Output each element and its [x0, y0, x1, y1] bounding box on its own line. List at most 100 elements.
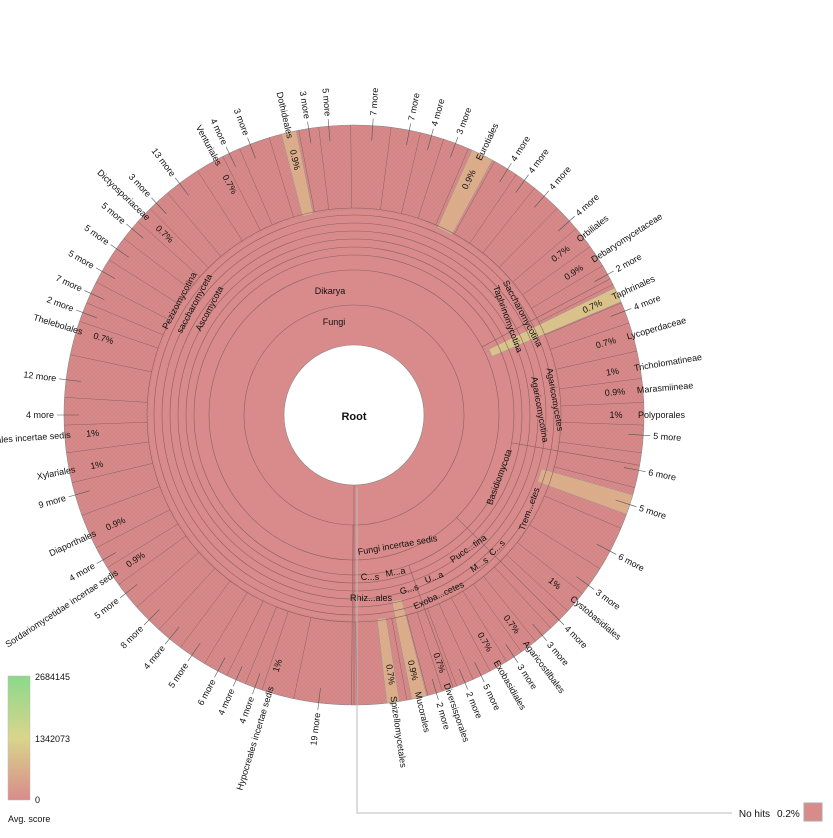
segment-divider — [180, 580, 231, 648]
segment-label[interactable]: 3 more — [594, 587, 623, 612]
segment-label[interactable]: 12 more — [23, 369, 57, 383]
segment-percent[interactable]: 0.9% — [288, 149, 302, 171]
segment-label[interactable]: Marasmiineae — [636, 380, 693, 395]
inner-segment-label[interactable]: Rhiz...ales — [350, 593, 393, 603]
segment-label[interactable]: 4 more — [237, 695, 256, 725]
segment-label[interactable]: Tricholomatineae — [633, 352, 702, 373]
inner-segment-label[interactable]: M...a — [385, 565, 406, 578]
segment-label[interactable]: Thelebolales — [32, 312, 84, 337]
segment-divider — [406, 615, 429, 696]
segment-label[interactable]: Lycoperdaceae — [626, 315, 688, 341]
segment-label[interactable]: 19 more — [308, 712, 322, 746]
segment-label[interactable]: 4 more — [509, 134, 532, 163]
inner-segment-label[interactable]: G...s — [399, 582, 420, 597]
segment-label[interactable]: 7 more — [406, 92, 421, 121]
segment-label[interactable]: Polyporales — [638, 410, 686, 420]
segment-label[interactable]: 6 more — [196, 678, 218, 707]
segment-percent[interactable]: 0.9% — [406, 659, 420, 681]
segment-divider — [473, 583, 522, 652]
segment-percent[interactable]: 0.9% — [604, 386, 625, 398]
segment-divider — [298, 130, 315, 212]
segment-label[interactable]: 6 more — [648, 467, 677, 482]
segment-label[interactable]: 4 more — [26, 410, 54, 420]
segment-label[interactable]: 8 more — [119, 624, 146, 651]
segment-label[interactable]: 5 more — [166, 661, 190, 690]
segment-label[interactable]: 3 more — [454, 106, 473, 136]
segment-label[interactable]: Mucorales — [413, 691, 432, 734]
segment-label[interactable]: Spizellomycetales — [389, 696, 409, 769]
segment-label[interactable]: 5 more — [100, 200, 128, 226]
segment-label[interactable]: 4 more — [632, 293, 662, 312]
segment-label[interactable]: 5 more — [481, 682, 502, 712]
segment-divider — [516, 542, 583, 594]
segment-divider — [197, 170, 243, 241]
segment-label[interactable]: Diaporthales — [48, 528, 99, 558]
segment-label[interactable]: 4 more — [563, 624, 590, 651]
segment-label[interactable]: Dothideales — [275, 91, 296, 140]
segment-label[interactable]: 4 more — [216, 687, 237, 717]
label-leader — [143, 609, 160, 626]
segment-label[interactable]: 7 more — [54, 273, 84, 294]
inner-segment-label[interactable]: C...s — [361, 572, 380, 582]
segment-label[interactable]: 13 more — [150, 146, 178, 178]
segment-divider — [454, 161, 495, 235]
segment-label[interactable]: 4 more — [67, 561, 96, 584]
segment-label[interactable]: 3 more — [298, 90, 312, 119]
segment-percent[interactable]: 1% — [609, 410, 622, 420]
segment-label[interactable]: 5 more — [82, 223, 111, 247]
segment-percent[interactable]: 1% — [605, 366, 619, 378]
segment-divider — [158, 568, 216, 630]
segment-label[interactable]: 5 more — [638, 503, 668, 521]
segment-percent[interactable]: 1% — [271, 658, 284, 673]
label-leader — [151, 197, 167, 215]
highlight-wedge[interactable] — [391, 598, 427, 700]
segment-divider — [123, 238, 190, 290]
inner-segment-label[interactable]: Dikarya — [315, 286, 346, 296]
segment-label[interactable]: 2 more — [45, 294, 75, 313]
segment-label[interactable]: 7 more — [368, 87, 380, 116]
highlight-wedge[interactable] — [281, 130, 314, 217]
label-leader — [317, 687, 321, 710]
segment-divider — [81, 486, 160, 516]
highlight-wedge[interactable] — [536, 468, 634, 515]
segment-label[interactable]: ...iales incertae sedis — [0, 430, 72, 446]
label-leader — [505, 644, 519, 663]
segment-label[interactable]: 5 more — [320, 88, 332, 117]
segment-divider — [107, 523, 179, 568]
segment-label[interactable]: 9 more — [37, 493, 67, 510]
segment-label[interactable]: Xylariales — [36, 464, 77, 481]
segment-label[interactable]: 3 more — [545, 640, 571, 668]
segment-label[interactable]: 5 more — [92, 596, 120, 621]
segment-label[interactable]: 4 more — [547, 164, 573, 192]
segment-label[interactable]: Eurotiales — [474, 121, 501, 162]
segment-label[interactable]: 5 more — [67, 248, 96, 271]
segment-label[interactable]: 6 more — [617, 551, 646, 573]
segment-percent[interactable]: 1% — [86, 428, 100, 439]
segment-label[interactable]: 4 more — [526, 147, 551, 176]
segment-label[interactable]: 3 more — [232, 107, 251, 137]
inner-segment-label[interactable]: Fungi — [323, 317, 346, 327]
segment-divider — [96, 281, 171, 321]
segment-label[interactable]: 4 more — [429, 98, 446, 128]
segment-divider — [118, 535, 187, 585]
root-label[interactable]: Root — [341, 411, 366, 423]
segment-percent[interactable]: 0.7% — [384, 664, 397, 686]
segment-divider — [70, 354, 152, 373]
label-leader — [76, 309, 97, 319]
segment-label[interactable]: 4 more — [574, 192, 602, 218]
segment-label[interactable]: 5 more — [653, 431, 682, 443]
label-leader — [232, 666, 243, 687]
segment-label[interactable]: 2 more — [614, 252, 643, 274]
segment-label[interactable]: 4 more — [141, 643, 167, 671]
label-leader — [119, 584, 138, 599]
no-hits[interactable]: No hits 0.2% — [356, 488, 823, 822]
sunburst-rings — [63, 124, 645, 706]
highlight-wedge[interactable] — [437, 149, 493, 236]
segment-percent[interactable]: 1% — [89, 459, 104, 471]
segment-label[interactable]: 3 more — [515, 662, 539, 691]
label-leader — [84, 290, 105, 300]
no-hits-pct: 0.2% — [777, 809, 800, 820]
highlight-wedge[interactable] — [376, 617, 400, 704]
segment-label[interactable]: 2 more — [464, 690, 484, 720]
